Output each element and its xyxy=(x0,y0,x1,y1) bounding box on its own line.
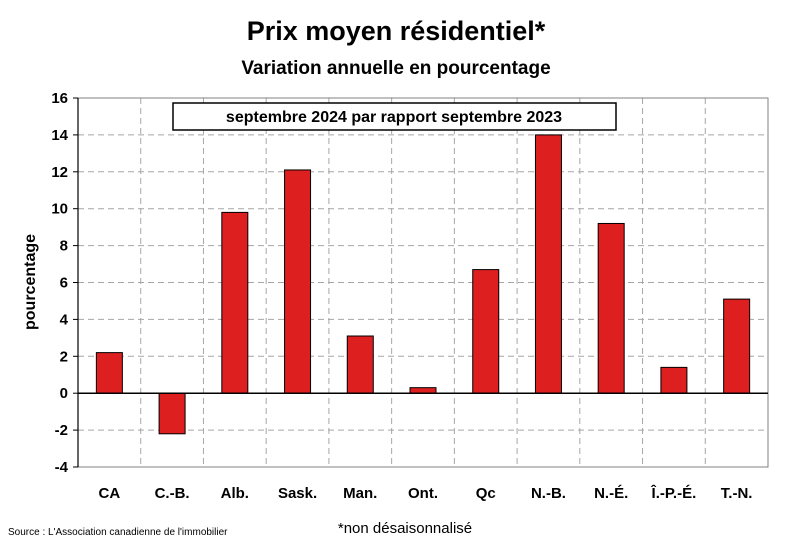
y-tick-label: 10 xyxy=(51,201,68,218)
footnote: *non désaisonnalisé xyxy=(338,520,472,537)
y-axis-label: pourcentage xyxy=(22,234,39,330)
grid-layer xyxy=(78,98,768,467)
bar xyxy=(158,392,186,435)
x-tick-label: T.-N. xyxy=(721,485,753,502)
x-tick-label: Ont. xyxy=(408,485,438,502)
chart-title: Prix moyen résidentiel* xyxy=(247,16,546,46)
bar xyxy=(472,269,500,394)
x-tick-label: C.-B. xyxy=(155,485,190,502)
y-tick-label: 16 xyxy=(51,90,68,107)
x-tick-label: Sask. xyxy=(278,485,317,502)
bar xyxy=(95,352,123,394)
x-tick-label: N.-É. xyxy=(594,485,628,502)
annotation-box xyxy=(172,102,617,131)
x-tick-label: CA xyxy=(99,485,121,502)
y-tick-label: 2 xyxy=(60,348,68,365)
bar xyxy=(409,387,437,394)
bar xyxy=(597,222,625,394)
annotation-text: septembre 2024 par rapport septembre 202… xyxy=(226,109,562,126)
x-tick-label: Î.-P.-É. xyxy=(651,484,697,502)
y-tick-label: 6 xyxy=(60,275,68,292)
y-tick-label: 14 xyxy=(51,127,68,144)
y-tick-label: -4 xyxy=(55,459,69,476)
bar xyxy=(534,134,562,394)
x-tick-label: N.-B. xyxy=(531,485,566,502)
y-tick-label: -2 xyxy=(55,422,68,439)
y-tick-label: 0 xyxy=(60,385,68,402)
y-tick-label: 8 xyxy=(60,238,68,255)
y-tick-labels: -4 -2 0 2 4 6 8 10 12 14 16 xyxy=(51,90,68,476)
x-tick-label: Alb. xyxy=(221,485,249,502)
x-tick-labels: CA C.-B. Alb. Sask. Man. Ont. Qc N.-B. N.-É. Î.-P… xyxy=(99,484,753,502)
bar xyxy=(346,335,374,394)
bars-layer xyxy=(95,134,751,435)
x-tick-label: Qc xyxy=(476,485,496,502)
y-tick-label: 4 xyxy=(60,311,69,328)
bar xyxy=(221,211,249,394)
bar xyxy=(723,298,751,394)
y-tick-label: 12 xyxy=(51,164,68,181)
chart-subtitle: Variation annuelle en pourcentage xyxy=(241,58,550,79)
x-tick-label: Man. xyxy=(343,485,377,502)
bar xyxy=(660,366,688,394)
bar xyxy=(284,169,312,394)
axes-layer xyxy=(73,97,769,468)
source-note: Source : L'Association canadienne de l'i… xyxy=(8,527,228,538)
